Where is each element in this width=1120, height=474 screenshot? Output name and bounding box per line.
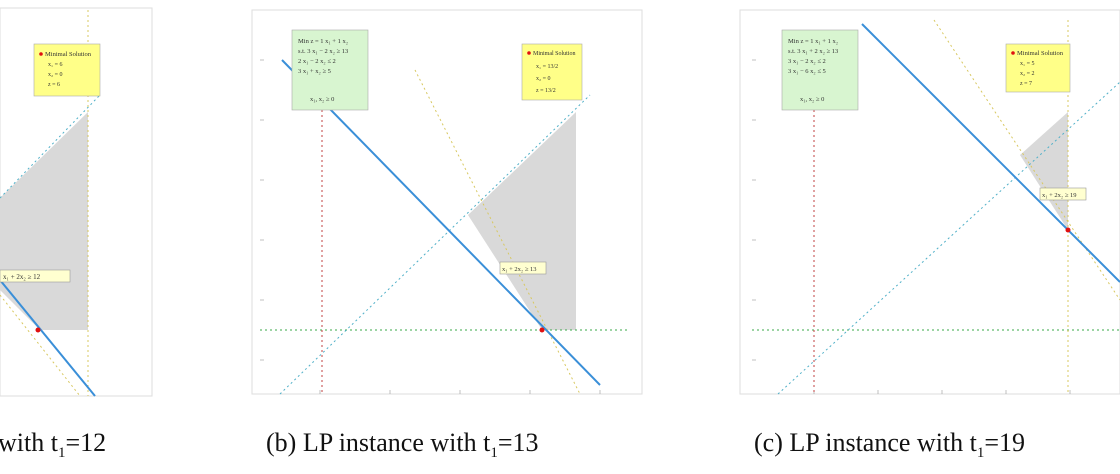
line-label-box bbox=[0, 269, 71, 283]
formula-line-3: 2 x₁ − 2 x₂ ≤ 2 bbox=[298, 58, 336, 65]
line-label: x₁ + 2x₂ ≥ 13 bbox=[502, 266, 537, 273]
legend-box bbox=[1005, 43, 1071, 93]
figure-c: x₁ + 2x₂ ≥ 19 Min z = 1 x₁ + 1 x₂ s.t. 3… bbox=[738, 0, 1120, 420]
line-label-box bbox=[1039, 187, 1087, 201]
legend-line-2: x₂ = 0 bbox=[536, 76, 550, 82]
legend-line-1: x₁ = 6 bbox=[48, 62, 62, 68]
constraint-line-yellow-2 bbox=[0, 294, 81, 397]
caption-c-value: =19 bbox=[984, 428, 1026, 457]
figure-b: x₁ + 2x₂ ≥ 13 Min z = 1 x₁ + 1 x₂ s.t. 3… bbox=[250, 0, 645, 420]
caption-a-value: =12 bbox=[65, 428, 107, 457]
figure-a: x₁ + 2x₂ ≥ 12 Minimal Solution x₁ = 6 x₂… bbox=[0, 0, 160, 420]
caption-c-sub: 1 bbox=[976, 445, 985, 462]
feasible-region bbox=[1020, 112, 1068, 230]
line-label: x₁ + 2x₂ ≥ 19 bbox=[1042, 192, 1077, 199]
formula-line-1: Min z = 1 x₁ + 1 x₂ bbox=[788, 38, 838, 45]
legend-line-1: x₁ = 13/2 bbox=[536, 64, 558, 70]
formula-line-4: 3 x₁ + x₂ ≥ 5 bbox=[298, 68, 331, 75]
legend-line-3: z = 13/2 bbox=[536, 88, 556, 94]
legend-marker bbox=[39, 52, 43, 56]
formula-box bbox=[291, 29, 369, 111]
caption-a: with t1=12 bbox=[0, 428, 106, 462]
legend-line-3: z = 7 bbox=[1020, 81, 1032, 87]
legend-marker bbox=[1011, 51, 1015, 55]
constraint-line-cyan bbox=[0, 94, 101, 199]
legend-line-2: x₂ = 0 bbox=[48, 72, 62, 78]
objective-line bbox=[0, 279, 96, 397]
axis-ticks bbox=[260, 59, 601, 394]
caption-b-value: =13 bbox=[497, 428, 539, 457]
lp-plot-c: x₁ + 2x₂ ≥ 19 Min z = 1 x₁ + 1 x₂ s.t. 3… bbox=[739, 9, 1120, 395]
formula-line-1: Min z = 1 x₁ + 1 x₂ bbox=[298, 38, 348, 45]
legend-box bbox=[521, 43, 583, 101]
lp-plot-b: x₁ + 2x₂ ≥ 13 Min z = 1 x₁ + 1 x₂ s.t. 3… bbox=[251, 9, 643, 395]
formula-line-2: s.t. 3 x₁ + 2 x₂ ≥ 13 bbox=[788, 48, 838, 55]
formula-line-6: x₁, x₂ ≥ 0 bbox=[800, 96, 824, 103]
objective-line bbox=[861, 23, 1120, 283]
legend-marker bbox=[527, 51, 531, 55]
formula-line-3: 3 x₁ − 2 x₂ ≤ 2 bbox=[788, 58, 826, 65]
constraint-line-cyan bbox=[777, 81, 1120, 395]
legend-line-3: z = 6 bbox=[48, 82, 60, 88]
solution-point bbox=[539, 327, 545, 333]
legend-title: Minimal Solution bbox=[533, 51, 576, 57]
constraint-line-cyan bbox=[279, 94, 591, 395]
lp-plot-a: x₁ + 2x₂ ≥ 12 Minimal Solution x₁ = 6 x₂… bbox=[0, 7, 153, 397]
caption-c-label: (c) LP instance with t bbox=[754, 428, 977, 457]
caption-a-body: with t bbox=[0, 428, 58, 457]
formula-line-4: 3 x₁ − 6 x₂ ≤ 5 bbox=[788, 68, 826, 75]
line-label: x₁ + 2x₂ ≥ 12 bbox=[3, 273, 41, 281]
objective-line bbox=[281, 59, 601, 386]
constraint-line-yellow bbox=[414, 69, 581, 395]
caption-a-sub: 1 bbox=[57, 445, 66, 462]
formula-box bbox=[781, 29, 859, 111]
constraint-line-yellow-2 bbox=[933, 19, 1120, 301]
legend-line-1: x₁ = 5 bbox=[1020, 61, 1034, 67]
feasible-region bbox=[468, 112, 576, 330]
legend-line-2: x₂ = 2 bbox=[1020, 71, 1034, 77]
legend-title: Minimal Solution bbox=[1017, 50, 1064, 57]
formula-line-2: s.t. 3 x₁ − 2 x₂ ≥ 13 bbox=[298, 48, 348, 55]
caption-b: (b) LP instance with t1=13 bbox=[266, 428, 539, 462]
caption-c: (c) LP instance with t1=19 bbox=[754, 428, 1025, 462]
legend-box bbox=[33, 43, 101, 97]
caption-b-sub: 1 bbox=[490, 445, 498, 462]
solution-point bbox=[1065, 227, 1071, 233]
solution-point bbox=[35, 327, 41, 333]
formula-line-6: x₁, x₂ ≥ 0 bbox=[310, 96, 334, 103]
line-label-box bbox=[499, 261, 547, 275]
legend-title: Minimal Solution bbox=[45, 51, 92, 58]
caption-b-label: (b) LP instance with t bbox=[266, 428, 491, 457]
